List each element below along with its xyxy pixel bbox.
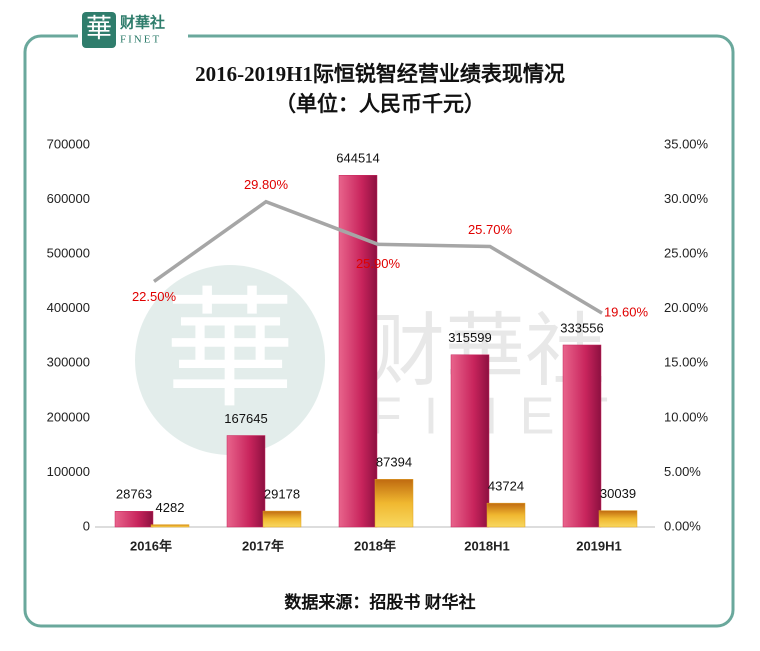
source: 数据来源：招股书 财华社 (284, 592, 475, 612)
logo-sub: FINET (120, 34, 161, 46)
y2-tick-label: 5.00% (664, 464, 701, 479)
data-label: 315599 (448, 330, 491, 345)
y-tick-label: 300000 (47, 355, 90, 370)
bar (114, 511, 154, 528)
bar (226, 435, 266, 528)
data-label: 25.70% (468, 222, 513, 237)
bar (562, 344, 602, 528)
y-tick-label: 600000 (47, 191, 90, 206)
data-label: 43724 (488, 479, 524, 494)
x-tick-label: 2017年 (242, 538, 284, 553)
data-label: 22.50% (132, 289, 177, 304)
bar (338, 175, 378, 528)
x-tick-label: 2018H1 (464, 538, 510, 553)
y2-tick-label: 15.00% (664, 355, 709, 370)
y-tick-label: 200000 (47, 409, 90, 424)
y2-tick-label: 0.00% (664, 518, 701, 533)
data-label: 333556 (560, 320, 603, 335)
data-label: 25.90% (356, 256, 401, 271)
y2-tick-label: 25.00% (664, 246, 709, 261)
watermark-mark: 華 (165, 280, 295, 424)
y-tick-label: 700000 (47, 136, 90, 151)
bar (450, 354, 490, 528)
y-tick-label: 0 (83, 518, 90, 533)
frame (23, 34, 735, 628)
y2-tick-label: 35.00% (664, 136, 709, 151)
data-label: 28763 (116, 487, 152, 502)
data-label: 87394 (376, 455, 412, 470)
line (152, 199, 603, 315)
data-label: 644514 (336, 151, 379, 166)
watermark-circle (135, 265, 325, 455)
data-label: 29178 (264, 487, 300, 502)
x-tick-label: 2016年 (130, 538, 172, 553)
y-tick-label: 500000 (47, 246, 90, 261)
chart-subtitle: （单位：人民币千元） (275, 92, 485, 116)
data-label: 29.80% (244, 177, 289, 192)
y2-tick-label: 10.00% (664, 409, 709, 424)
data-label: 19.60% (604, 305, 649, 320)
y-tick-label: 100000 (47, 464, 90, 479)
x-tick-label: 2018年 (354, 538, 396, 553)
bar (262, 510, 302, 528)
bar (150, 524, 190, 528)
y2-tick-label: 30.00% (664, 191, 709, 206)
logo-mark: 華 (86, 14, 112, 43)
data-label: 30039 (600, 486, 636, 501)
y2-tick-label: 20.00% (664, 300, 709, 315)
bar (486, 502, 526, 528)
logo-mark-bg (82, 12, 116, 48)
bar (598, 510, 638, 528)
chart-title: 2016-2019H1际恒锐智经营业绩表现情况 (195, 62, 565, 86)
y-tick-label: 400000 (47, 300, 90, 315)
data-label: 4282 (156, 500, 185, 515)
data-label: 167645 (224, 411, 267, 426)
logo-name: 财華社 (120, 13, 165, 31)
bar (374, 479, 414, 528)
x-tick-label: 2019H1 (576, 538, 622, 553)
